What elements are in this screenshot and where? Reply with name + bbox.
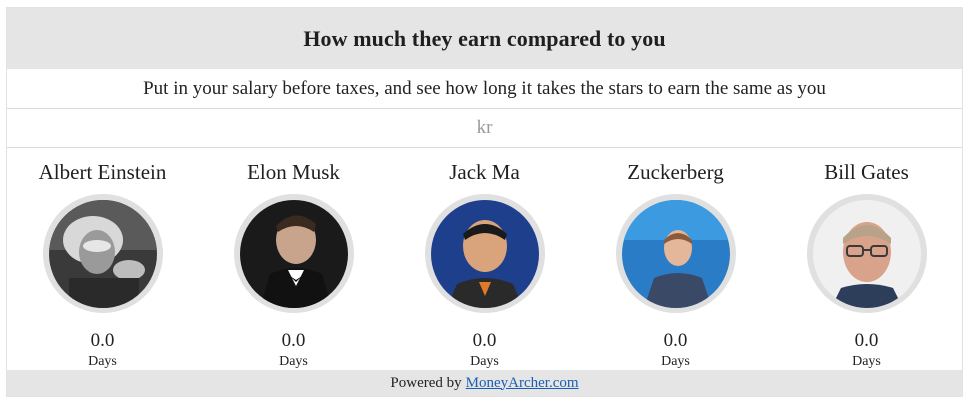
widget-footer: Powered by MoneyArcher.com — [7, 370, 962, 396]
jack-ma-photo — [430, 199, 539, 308]
einstein-photo — [48, 199, 157, 308]
salary-field-row — [7, 109, 962, 148]
star-card-gates: Bill Gates 0.0 Days — [771, 148, 962, 370]
star-name: Jack Ma — [449, 160, 520, 184]
days-value: 0.0 — [472, 330, 497, 351]
star-card-musk: Elon Musk 0.0 Days — [198, 148, 389, 370]
salary-input[interactable] — [7, 117, 962, 139]
days-value: 0.0 — [663, 330, 688, 351]
days-label: Days — [279, 354, 308, 369]
days-value: 0.0 — [854, 330, 879, 351]
widget-subtitle: Put in your salary before taxes, and see… — [7, 69, 962, 109]
days-value: 0.0 — [281, 330, 306, 351]
widget-header: How much they earn compared to you — [7, 8, 962, 69]
star-name: Albert Einstein — [38, 160, 167, 184]
days-label: Days — [88, 354, 117, 369]
star-name: Zuckerberg — [627, 160, 724, 184]
star-name: Bill Gates — [824, 160, 909, 184]
powered-by-text: Powered by — [390, 374, 462, 391]
avatar — [615, 194, 736, 313]
widget-title: How much they earn compared to you — [303, 25, 666, 51]
moneyarcher-link[interactable]: MoneyArcher.com — [465, 374, 579, 391]
star-card-einstein: Albert Einstein 0.0 Days — [7, 148, 198, 370]
star-card-jack-ma: Jack Ma 0.0 Days — [389, 148, 580, 370]
star-name: Elon Musk — [247, 160, 340, 184]
days-label: Days — [661, 354, 690, 369]
earnings-widget: How much they earn compared to you Put i… — [6, 7, 963, 397]
days-label: Days — [852, 354, 881, 369]
gates-photo — [812, 199, 921, 308]
star-card-zuckerberg: Zuckerberg 0.0 Days — [580, 148, 771, 370]
avatar — [42, 194, 163, 313]
zuckerberg-photo — [621, 199, 730, 308]
musk-photo — [239, 199, 348, 308]
days-value: 0.0 — [90, 330, 115, 351]
avatar — [233, 194, 354, 313]
stars-row: Albert Einstein 0.0 Days — [7, 148, 962, 370]
days-label: Days — [470, 354, 499, 369]
avatar — [806, 194, 927, 313]
avatar — [424, 194, 545, 313]
